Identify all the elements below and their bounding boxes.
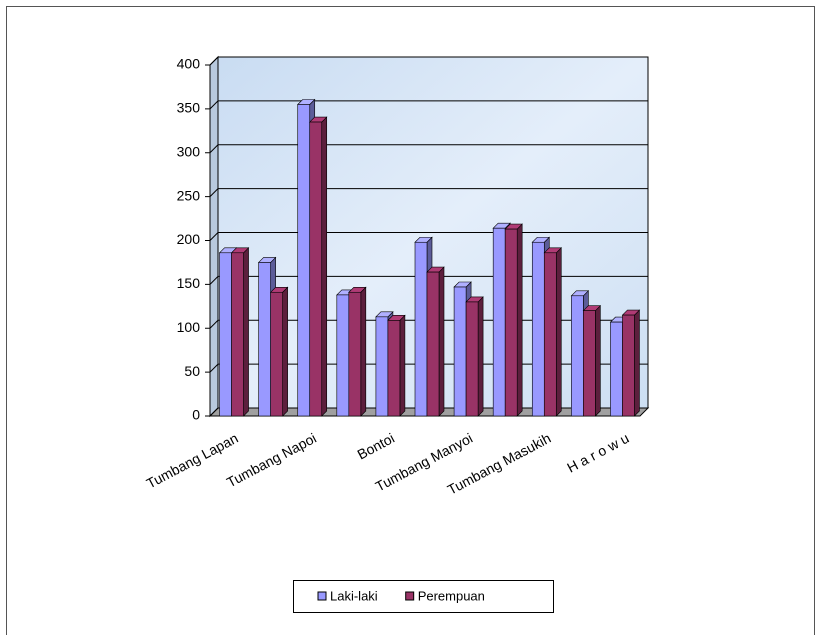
bar-side	[438, 266, 445, 417]
bar-side	[516, 223, 523, 417]
y-tick-label: 350	[177, 100, 201, 116]
bar	[375, 316, 389, 417]
bar-side	[634, 309, 640, 417]
bar	[504, 228, 518, 417]
bar	[231, 252, 244, 417]
bar	[414, 241, 428, 417]
bar	[465, 301, 479, 417]
grid-line-side	[209, 144, 219, 154]
x-tick-label: Tumbang Napoi	[224, 430, 319, 491]
bar	[543, 252, 557, 417]
bar	[583, 310, 596, 417]
grid-line-side	[209, 319, 219, 329]
bar	[453, 286, 467, 417]
bar	[622, 314, 635, 417]
bar	[387, 320, 401, 417]
grid-line-side	[209, 56, 219, 66]
bar	[219, 252, 232, 417]
bar	[531, 241, 545, 417]
x-tick-label: Bontoi	[354, 430, 397, 463]
bar-side	[555, 247, 562, 417]
grid-line-side	[209, 188, 219, 197]
legend-label: Perempuan	[418, 588, 485, 603]
y-tick-label: 200	[177, 231, 201, 247]
bar	[348, 291, 362, 417]
x-tick-label: H a r o w u	[564, 430, 631, 476]
y-tick-label: 100	[177, 319, 201, 335]
grid-line-side	[209, 232, 219, 241]
bar	[426, 271, 440, 417]
legend-box	[293, 580, 554, 613]
bar-side	[595, 304, 601, 417]
y-tick-label: 400	[177, 56, 201, 72]
grid-line-side	[209, 363, 219, 373]
y-tick-label: 250	[177, 187, 201, 203]
y-tick-label: 0	[192, 407, 200, 423]
bar	[571, 295, 584, 417]
bar-side	[321, 116, 328, 417]
legend-swatch	[317, 591, 327, 601]
bar	[270, 291, 283, 417]
bar-side	[360, 286, 367, 417]
legend: Laki-laki Perempuan	[293, 580, 554, 613]
y-tick-label: 300	[177, 143, 201, 159]
grid-line-side	[209, 276, 219, 285]
legend-swatch	[405, 591, 415, 601]
bar	[258, 262, 271, 417]
grid-line-side	[209, 100, 219, 110]
bar	[309, 121, 323, 417]
bar-side	[399, 314, 406, 417]
bar-side	[282, 286, 288, 417]
y-tick-label: 150	[177, 275, 201, 291]
bar	[492, 227, 506, 417]
bar	[610, 321, 623, 417]
chart-border	[6, 6, 815, 640]
grid-line-side	[209, 407, 219, 417]
bar-side	[477, 296, 484, 417]
bar	[297, 104, 311, 417]
bar	[336, 294, 350, 417]
bar-side	[243, 247, 249, 417]
legend-label: Laki-laki	[330, 588, 378, 603]
y-tick-label: 50	[184, 363, 200, 379]
